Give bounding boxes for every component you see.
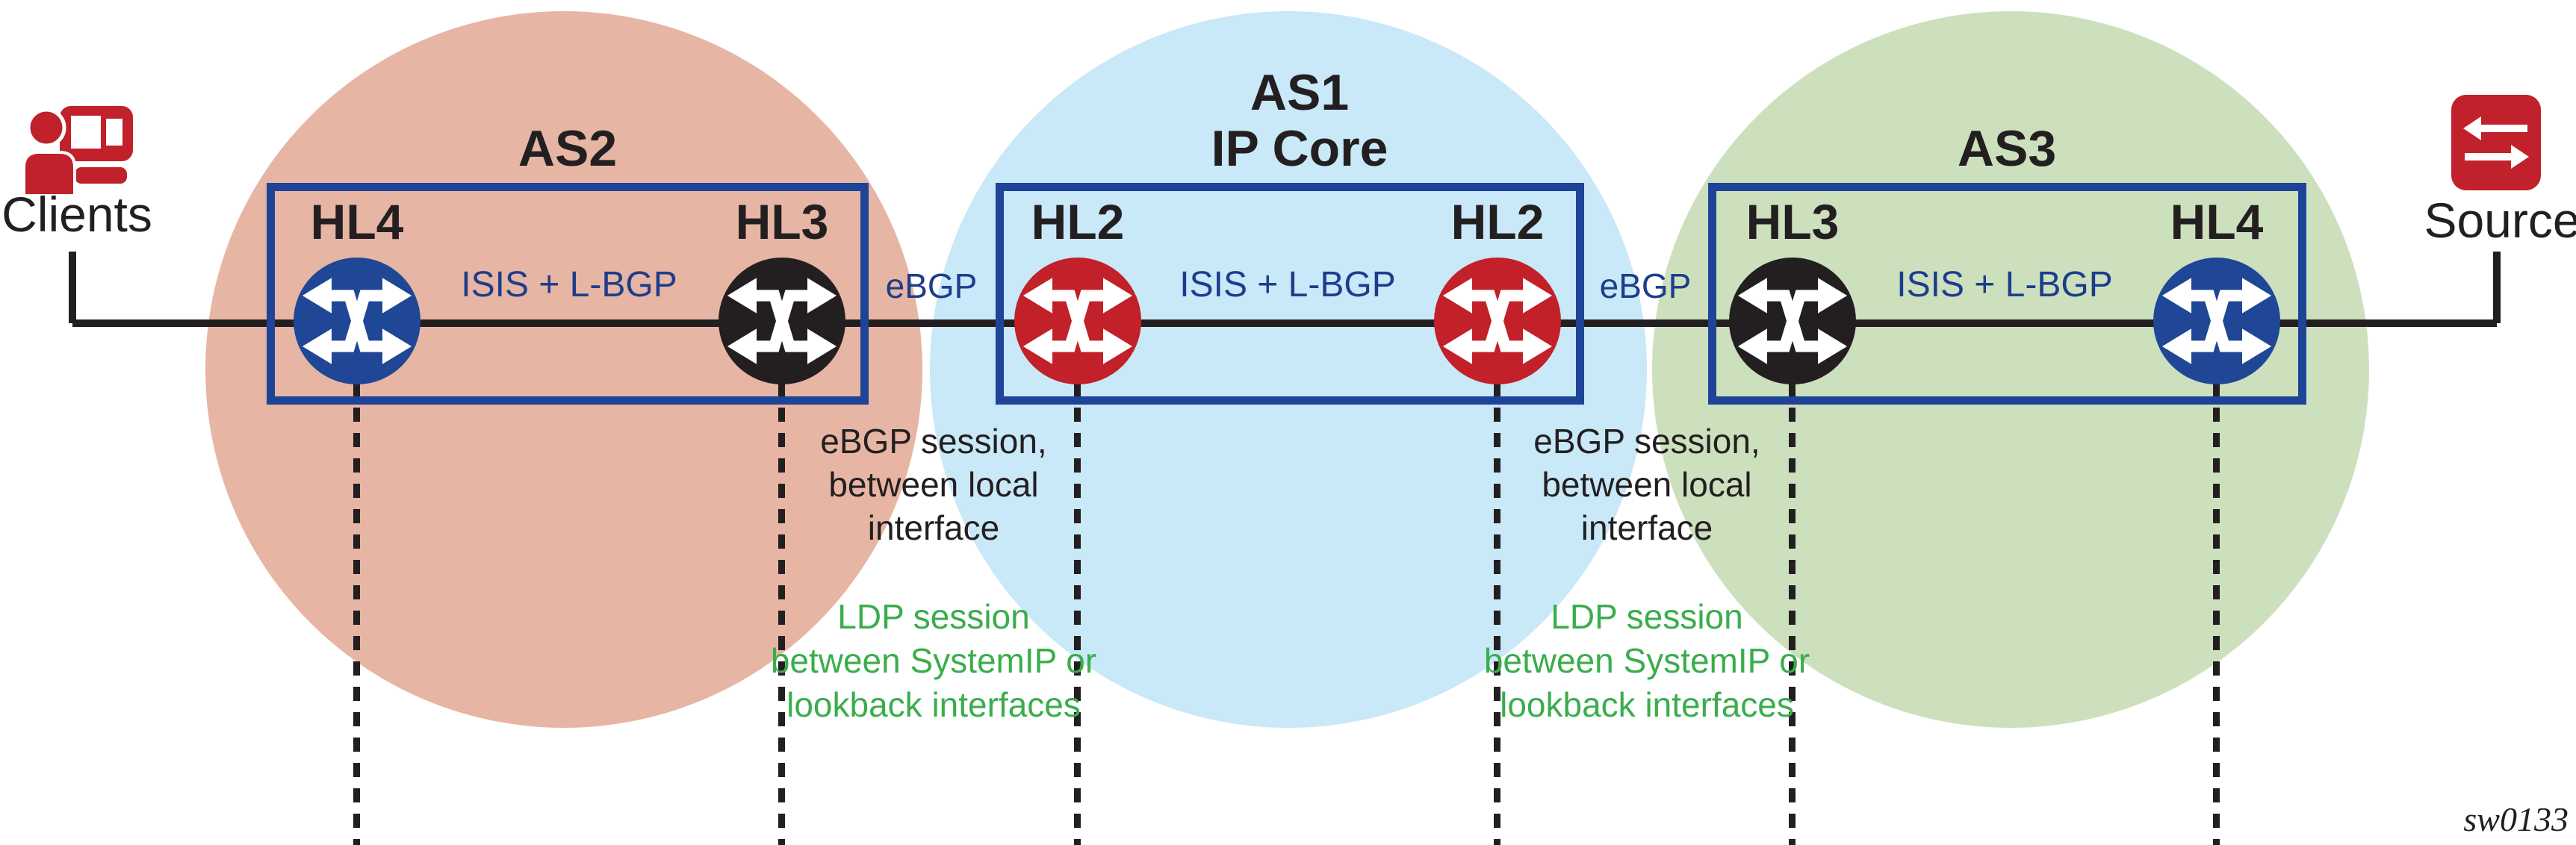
igp-label-as3: ISIS + L-BGP <box>1896 265 2113 305</box>
as1-box <box>996 183 1584 405</box>
dashed-line-hl4-as2 <box>353 382 360 845</box>
dashed-line-hl4-as3 <box>2213 382 2220 845</box>
ebgp-session-note-left: eBGP session, between local interface <box>820 422 1047 547</box>
ebgp-link-label-right: eBGP <box>1599 266 1692 305</box>
clients-label: Clients <box>1 187 152 242</box>
figure-id-watermark: sw0133 <box>2463 800 2569 838</box>
as1-label: AS1 IP Core <box>1211 64 1388 177</box>
router-hl4-as2 <box>294 258 420 384</box>
as2-label: AS2 <box>518 120 618 177</box>
router-switch-icon <box>1442 278 1553 364</box>
dashed-line-hl2-right <box>1494 382 1500 845</box>
igp-label-as2: ISIS + L-BGP <box>461 265 677 305</box>
router-hl2-left <box>1014 258 1141 384</box>
router-switch-icon <box>1022 278 1133 364</box>
source-icon <box>2451 95 2541 190</box>
ldp-session-note-left: LDP session between SystemIP or lookback… <box>770 597 1097 724</box>
router-switch-icon <box>302 278 412 364</box>
router-hl3-as3 <box>1729 258 1856 384</box>
dashed-line-hl3-as2 <box>778 382 785 845</box>
dashed-line-hl3-as3 <box>1789 382 1796 845</box>
source-label: Source <box>2424 193 2576 248</box>
ebgp-session-note-right: eBGP session, between local interface <box>1533 422 1760 547</box>
ebgp-link-label-left: eBGP <box>885 266 978 305</box>
router-switch-icon <box>1737 278 1848 364</box>
clients-icon <box>21 103 136 197</box>
as2-box <box>267 183 869 405</box>
ldp-session-note-right: LDP session between SystemIP or lookback… <box>1483 597 1810 724</box>
igp-label-as1: ISIS + L-BGP <box>1179 265 1396 305</box>
router-hl2-right <box>1434 258 1561 384</box>
as3-label: AS3 <box>1957 120 2057 177</box>
router-label-hl3-as2: HL3 <box>735 194 829 249</box>
router-switch-icon <box>2161 278 2272 364</box>
main-link-line <box>72 319 2497 327</box>
router-hl3-as2 <box>719 258 845 384</box>
router-label-hl4-as2: HL4 <box>310 194 404 249</box>
router-hl4-as3 <box>2153 258 2280 384</box>
router-label-hl3-as3: HL3 <box>1745 194 1840 249</box>
as3-box <box>1708 183 2306 405</box>
router-label-hl2-left: HL2 <box>1031 194 1125 249</box>
router-label-hl2-right: HL2 <box>1450 194 1545 249</box>
router-label-hl4-as3: HL4 <box>2170 194 2264 249</box>
source-connector-line <box>2493 252 2501 323</box>
dashed-line-hl2-left <box>1074 382 1081 845</box>
clients-connector-line <box>69 252 76 323</box>
router-switch-icon <box>727 278 837 364</box>
